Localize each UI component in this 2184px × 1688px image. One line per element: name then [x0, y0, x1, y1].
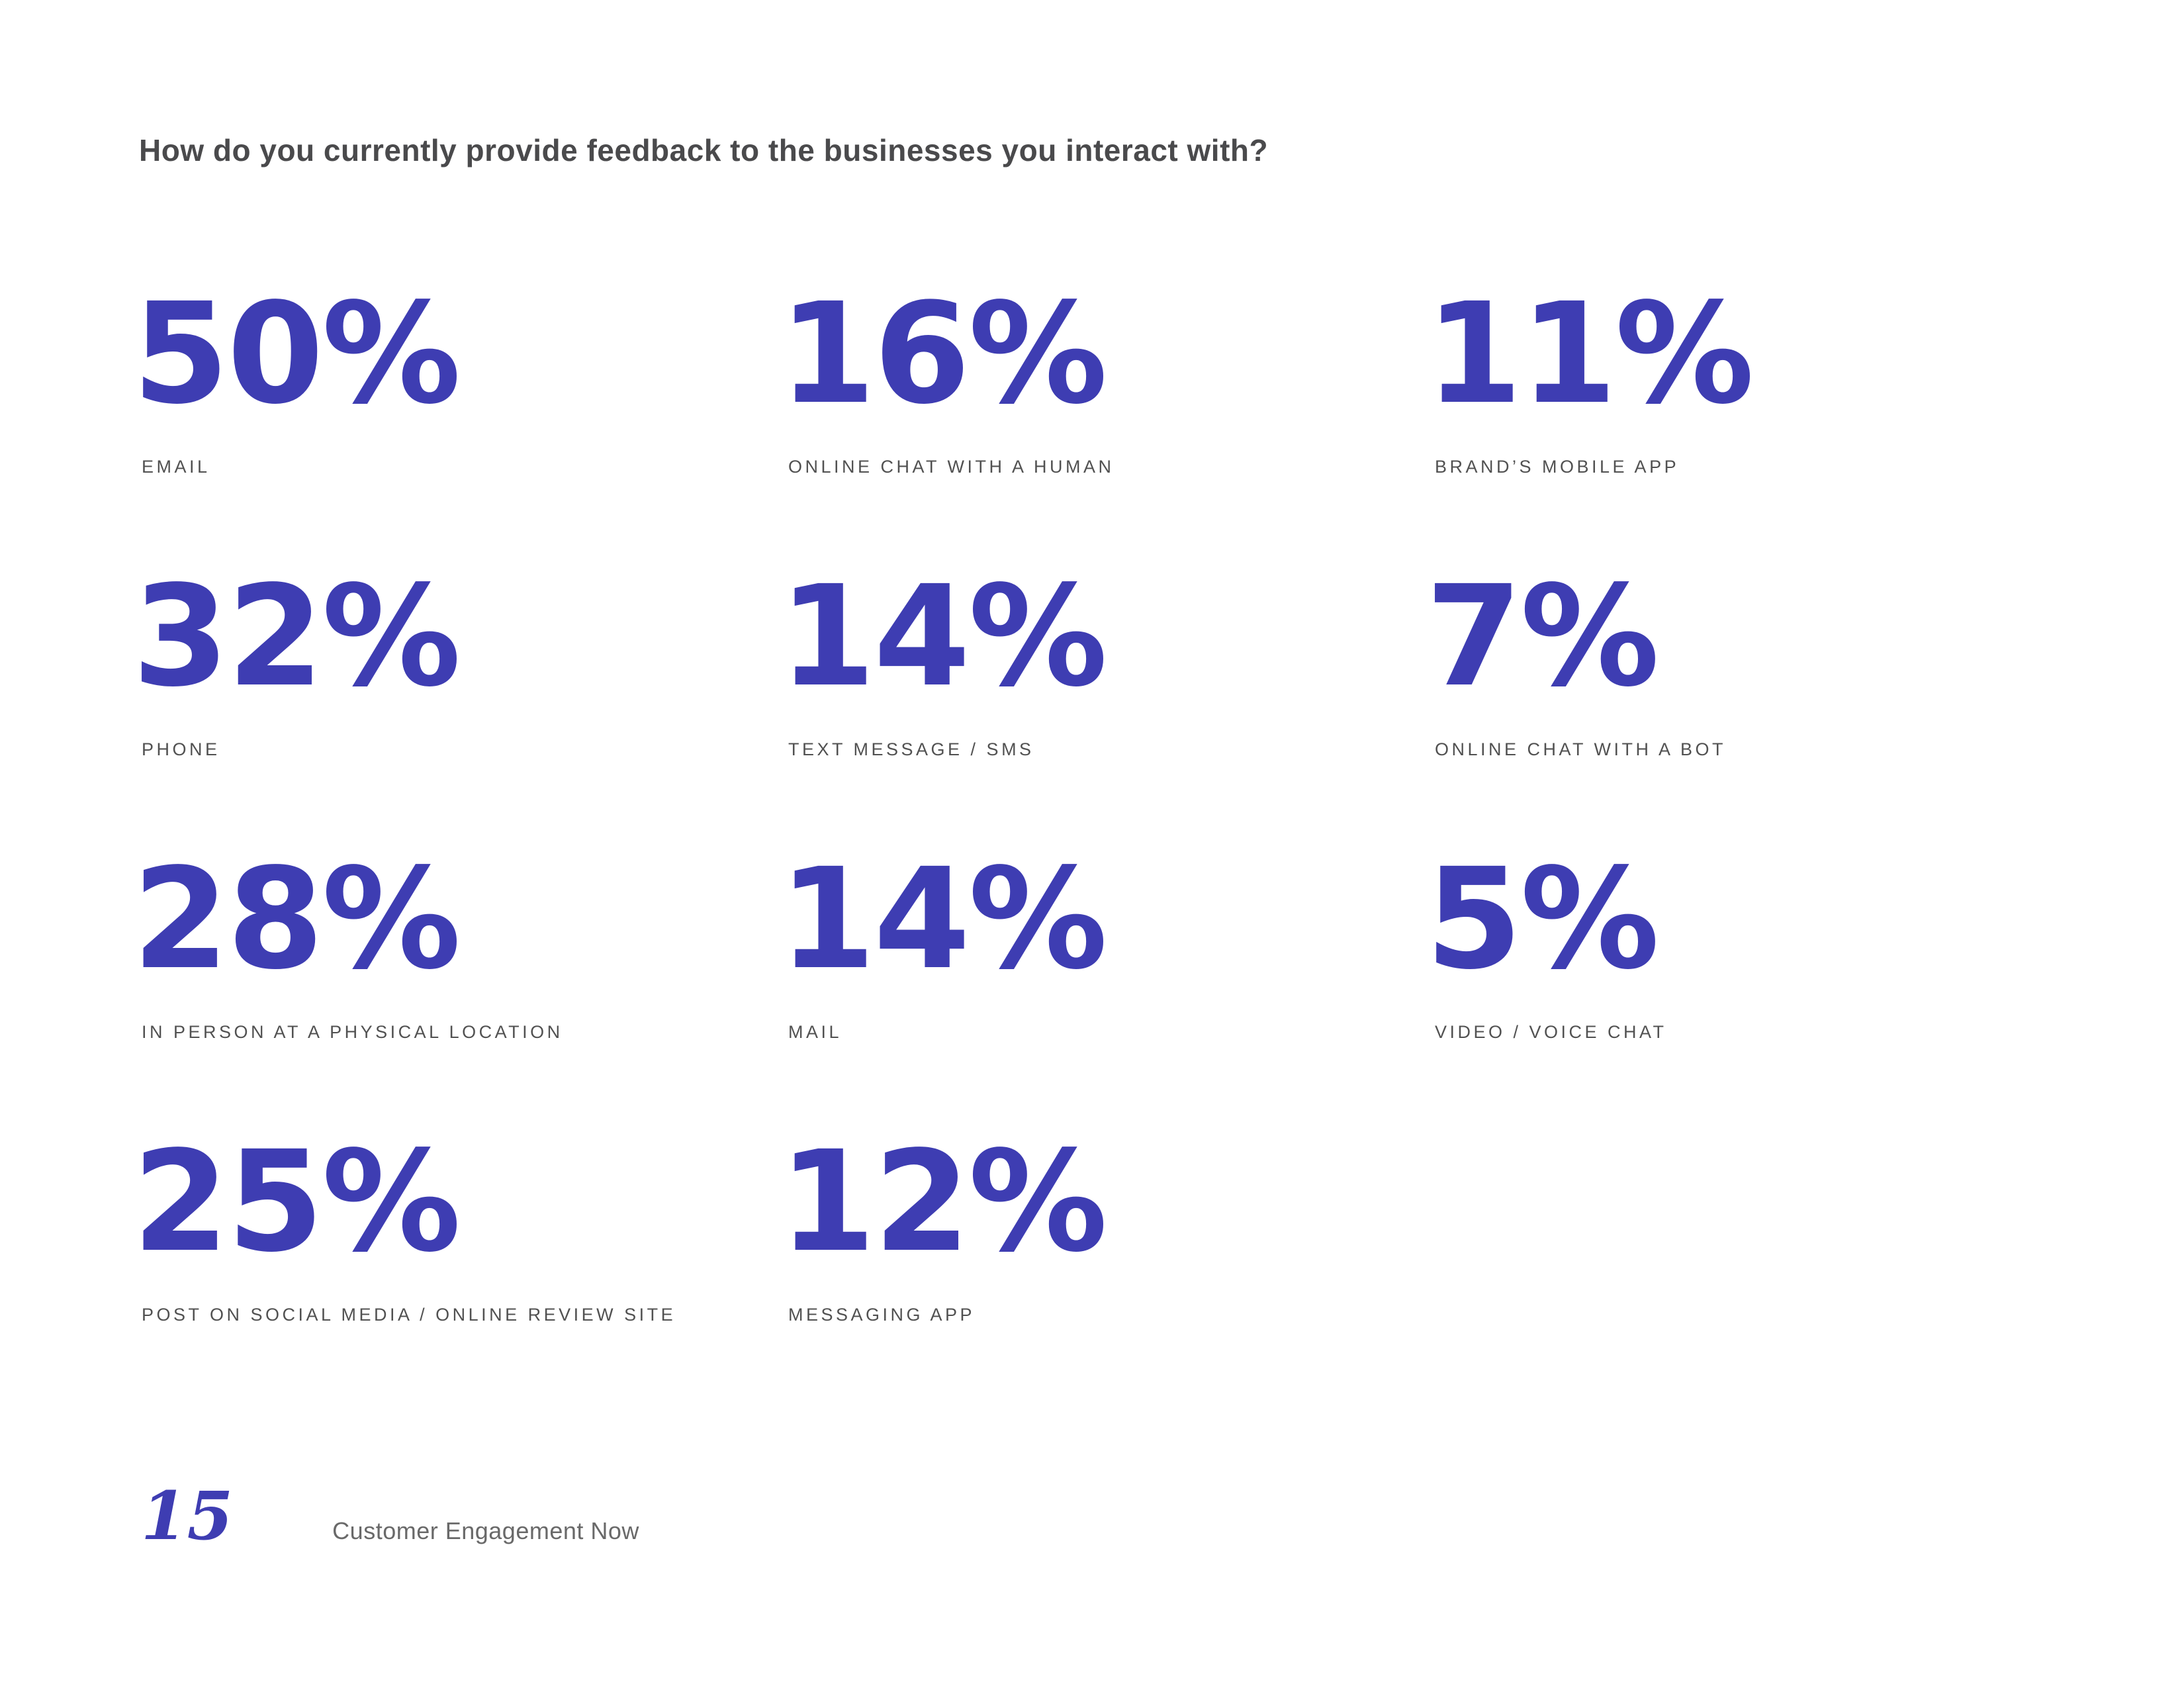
stat-social-media-review: 25% POST ON SOCIAL MEDIA / ONLINE REVIEW…	[132, 1133, 779, 1415]
stat-messaging-app: 12% MESSAGING APP	[779, 1133, 1426, 1415]
stat-value: 50%	[132, 273, 461, 435]
page-title: How do you currently provide feedback to…	[139, 133, 1269, 167]
stat-value: 11%	[1426, 273, 1754, 435]
stat-in-person: 28% IN PERSON AT A PHYSICAL LOCATION	[132, 850, 779, 1133]
stat-text-message-sms: 14% TEXT MESSAGE / SMS	[779, 567, 1426, 850]
stat-label: VIDEO / VOICE CHAT	[1435, 1022, 1667, 1042]
stat-email: 50% EMAIL	[132, 285, 779, 567]
stat-mail: 14% MAIL	[779, 850, 1426, 1133]
stat-value: 28%	[132, 838, 461, 1000]
stat-value: 16%	[779, 273, 1108, 435]
stat-brands-mobile-app: 11% BRAND’S MOBILE APP	[1426, 285, 2072, 567]
stat-label: EMAIL	[142, 457, 210, 477]
stat-value: 5%	[1426, 838, 1660, 1000]
page-footer: 15 Customer Engagement Now	[141, 1483, 639, 1549]
stat-value: 25%	[132, 1121, 461, 1283]
stat-label: ONLINE CHAT WITH A BOT	[1435, 739, 1727, 759]
stat-label: IN PERSON AT A PHYSICAL LOCATION	[142, 1022, 563, 1042]
stat-label: POST ON SOCIAL MEDIA / ONLINE REVIEW SIT…	[142, 1305, 676, 1325]
stat-value: 14%	[779, 838, 1108, 1000]
stat-value: 14%	[779, 555, 1108, 718]
stat-label: PHONE	[142, 739, 220, 759]
stat-video-voice-chat: 5% VIDEO / VOICE CHAT	[1426, 850, 2072, 1133]
stats-grid: 50% EMAIL 16% ONLINE CHAT WITH A HUMAN 1…	[132, 285, 2072, 1415]
stat-value: 12%	[779, 1121, 1108, 1283]
stat-value: 7%	[1426, 555, 1660, 718]
stat-label: BRAND’S MOBILE APP	[1435, 457, 1680, 477]
stat-label: MESSAGING APP	[788, 1305, 976, 1325]
stat-label: ONLINE CHAT WITH A HUMAN	[788, 457, 1115, 477]
stat-label: TEXT MESSAGE / SMS	[788, 739, 1034, 759]
stat-online-chat-human: 16% ONLINE CHAT WITH A HUMAN	[779, 285, 1426, 567]
stat-phone: 32% PHONE	[132, 567, 779, 850]
stat-label: MAIL	[788, 1022, 842, 1042]
publication-title: Customer Engagement Now	[332, 1517, 639, 1544]
page-number: 15	[141, 1477, 234, 1555]
stat-value: 32%	[132, 555, 461, 718]
stat-online-chat-bot: 7% ONLINE CHAT WITH A BOT	[1426, 567, 2072, 850]
